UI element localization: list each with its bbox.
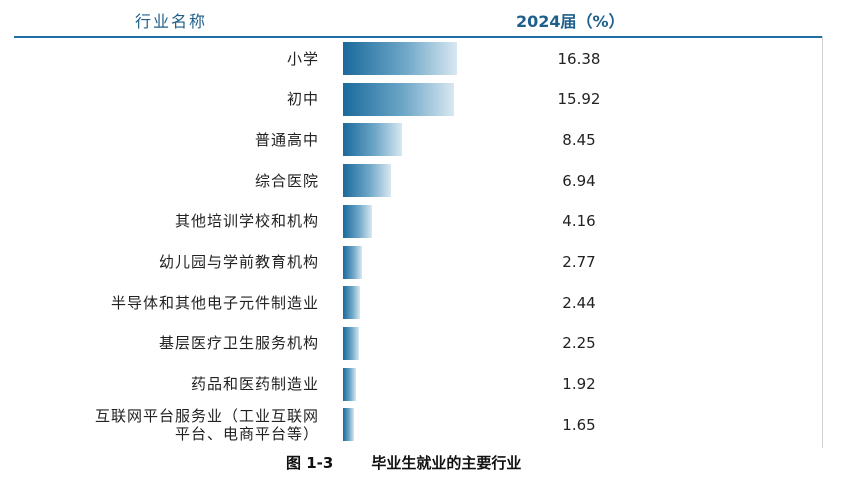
- category-label: 普通高中: [254, 130, 319, 149]
- category-label: 综合医院: [254, 171, 319, 190]
- value-label: 2.44: [562, 293, 596, 312]
- category-label: 初中: [286, 90, 319, 109]
- value-label: 6.94: [562, 171, 596, 190]
- value-label: 1.92: [562, 375, 596, 394]
- bar: [343, 286, 360, 320]
- bar: [343, 123, 402, 157]
- header-divider: [14, 36, 822, 38]
- bar: [343, 408, 355, 442]
- value-label: 2.77: [562, 253, 596, 271]
- value-label: 15.92: [557, 90, 601, 109]
- value-column-header: 2024届（%）: [516, 12, 625, 31]
- category-label: 药品和医药制造业: [190, 375, 319, 394]
- category-label: 互联网平台服务业（工业互联网 平台、电商平台等）: [94, 406, 319, 443]
- bar: [343, 164, 392, 198]
- bar: [343, 42, 457, 75]
- figure-title: 毕业生就业的主要行业: [371, 454, 522, 472]
- category-label: 幼儿园与学前教育机构: [158, 253, 319, 271]
- bar: [343, 245, 363, 279]
- value-label: 2.25: [562, 334, 596, 353]
- bar: [343, 204, 372, 238]
- category-label: 半导体和其他电子元件制造业: [110, 293, 319, 312]
- figure-caption: 图 1-3 毕业生就业的主要行业: [286, 452, 521, 473]
- value-label: 1.65: [562, 415, 596, 434]
- bar: [343, 367, 357, 401]
- category-label: 其他培训学校和机构: [174, 212, 319, 231]
- bar: [343, 326, 359, 360]
- category-label: 基层医疗卫生服务机构: [158, 334, 319, 353]
- industry-column-header: 行业名称: [135, 12, 208, 31]
- value-label: 8.45: [562, 130, 596, 149]
- value-label: 4.16: [562, 212, 596, 231]
- value-label: 16.38: [557, 49, 601, 68]
- category-label: 小学: [286, 49, 319, 68]
- bar: [343, 82, 454, 116]
- figure-number: 图 1-3: [286, 454, 334, 472]
- right-border: [822, 36, 823, 448]
